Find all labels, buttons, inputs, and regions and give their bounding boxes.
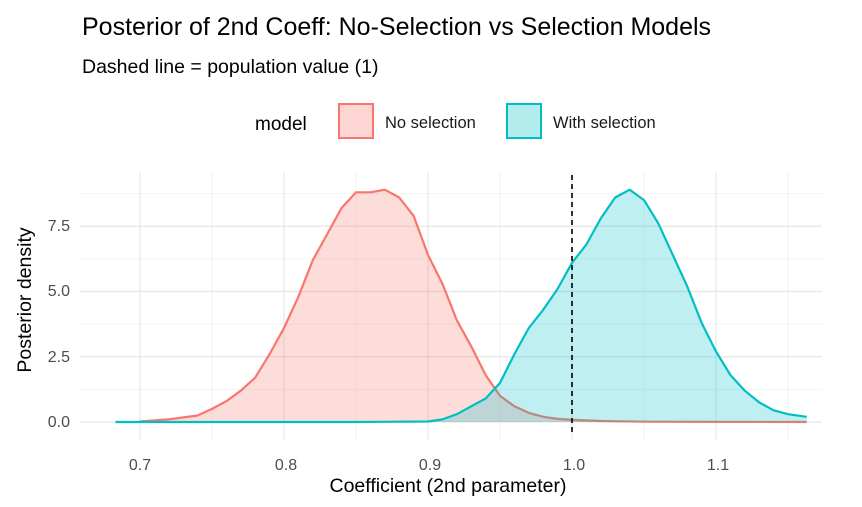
legend: model No selection With selection: [255, 103, 656, 139]
legend-label-with-selection: With selection: [553, 114, 656, 132]
x-tick-label: 1.1: [707, 457, 729, 474]
x-tick-label: 0.7: [129, 457, 151, 474]
x-tick-label: 1.0: [563, 457, 585, 474]
x-axis-title: Coefficient (2nd parameter): [329, 475, 566, 497]
density-line-with-selection: [115, 188, 807, 424]
x-tick-label: 0.8: [275, 457, 297, 474]
y-axis-title: Posterior density: [14, 227, 36, 372]
legend-label-no-selection: No selection: [385, 114, 476, 132]
y-tick-label: 5.0: [48, 283, 70, 300]
density-line-no-selection: [139, 188, 807, 424]
series-layer: [115, 188, 807, 424]
x-axis: 0.7 0.8 0.9 1.0 1.1 Coefficient (2nd par…: [129, 457, 729, 497]
chart-subtitle: Dashed line = population value (1): [82, 56, 379, 78]
plot-area: [80, 172, 822, 440]
y-axis: 0.0 2.5 5.0 7.5 Posterior density: [14, 218, 70, 431]
legend-key-no-selection: [338, 103, 374, 139]
y-tick-label: 0.0: [48, 414, 70, 431]
y-tick-label: 2.5: [48, 349, 70, 366]
chart-title: Posterior of 2nd Coeff: No-Selection vs …: [82, 13, 711, 41]
y-tick-label: 7.5: [48, 218, 70, 235]
density-area-with-selection: [115, 189, 807, 422]
x-tick-label: 0.9: [419, 457, 441, 474]
legend-key-with-selection: [506, 103, 542, 139]
density-area-no-selection: [140, 189, 807, 422]
legend-title: model: [255, 114, 307, 135]
